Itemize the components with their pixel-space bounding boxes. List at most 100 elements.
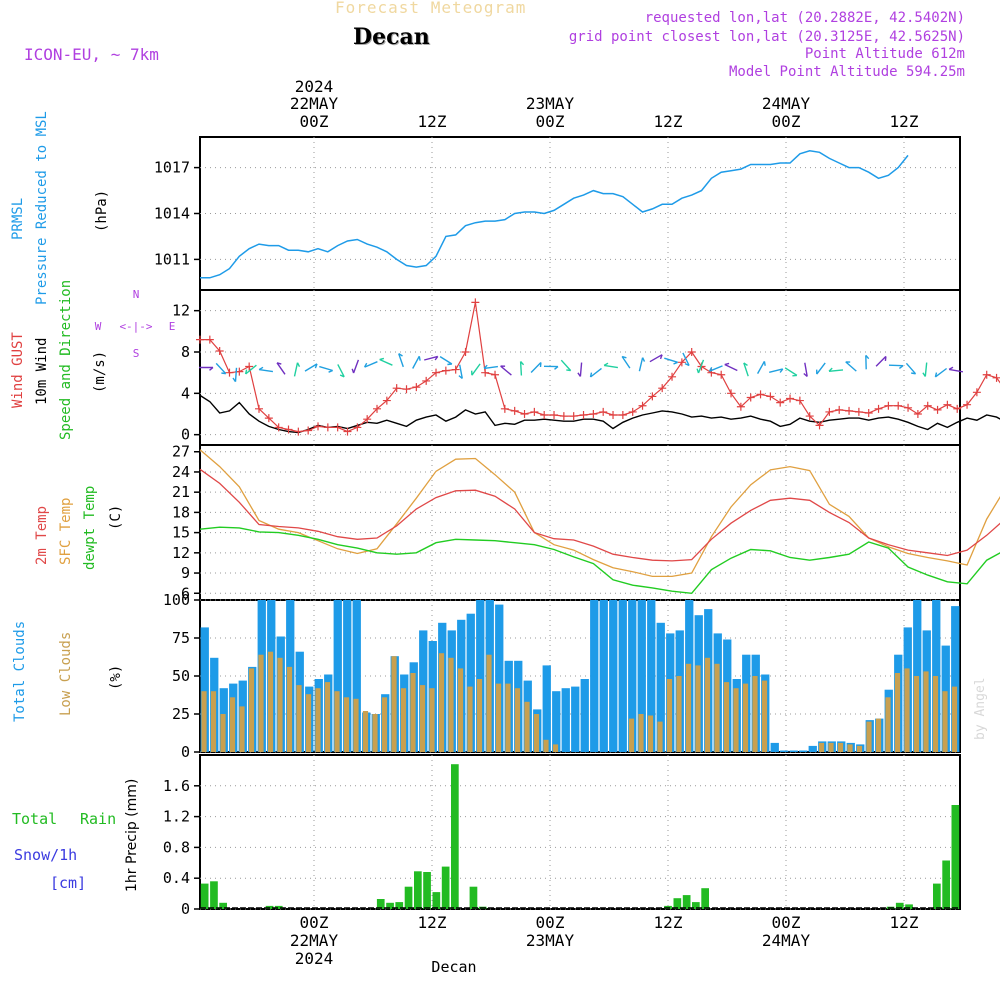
- cloud-low-bar-17: [362, 711, 369, 752]
- cloud-total-bar-79: [951, 606, 960, 752]
- cloud-total-bar-36: [542, 665, 551, 752]
- precip-bar-80: [942, 860, 950, 909]
- precip-bar-21: [395, 902, 404, 909]
- precip-bar-25: [432, 892, 441, 909]
- wind-arrow-39: [784, 367, 798, 377]
- temp-ytick-label-6: 24: [172, 463, 190, 481]
- precip-rain-label: Rain: [80, 810, 116, 828]
- cloud-low-bar-18: [372, 714, 378, 752]
- precip-bar-27: [451, 764, 459, 909]
- wind-gust-marker-47: [658, 384, 667, 393]
- cloud-low-bar-70: [866, 721, 872, 752]
- wind-arrow-3: [244, 364, 257, 375]
- cloud-total-bar-42: [599, 600, 608, 752]
- cloud-low-bar-55: [723, 682, 730, 752]
- cloud-low-bar-6: [258, 654, 264, 752]
- pressure-labels: PRMSL Pressure Reduced to MSL (hPa): [10, 111, 110, 305]
- wind-gust-marker-30: [491, 370, 500, 379]
- precip-bar-76: [905, 904, 913, 909]
- cloud-low-bar-26: [448, 657, 454, 752]
- temp-ytick-label-5: 21: [172, 483, 190, 501]
- pressure-ytick-label-0: 1011: [154, 250, 190, 268]
- wind-gust-marker-61: [795, 396, 804, 405]
- bottom-time-axis: 00Z 22MAY 2024 12Z 00Z 23MAY 12Z 00Z 24M…: [290, 913, 919, 968]
- cloud-low-bar-72: [885, 697, 891, 752]
- precip-bar-0: [200, 883, 209, 909]
- wind-gust-marker-35: [540, 411, 549, 420]
- clouds-ytick-label-3: 75: [172, 629, 190, 647]
- wind-gust-marker-36: [550, 411, 559, 420]
- precip-bar-53: [692, 902, 700, 909]
- wind-arrow-43: [845, 361, 857, 372]
- header-title: Forecast Meteogram: [335, 0, 527, 17]
- pressure-line: [200, 150, 909, 279]
- cloud-low-bar-25: [438, 653, 445, 752]
- cloud-low-bar-69: [856, 745, 863, 752]
- cloud-total-bar-47: [647, 600, 656, 752]
- wind-gust-marker-19: [382, 396, 391, 405]
- wind-gust-marker-13: [323, 423, 332, 432]
- temp-labels: 2m Temp SFC Temp dewpt Temp (C): [34, 486, 124, 570]
- cloud-low-bar-68: [847, 744, 853, 752]
- footer-credit: by Angel: [973, 677, 988, 740]
- cloud-total-bar-60: [770, 742, 779, 752]
- wind-arrow-26: [589, 367, 602, 378]
- wind-gust-marker-76: [943, 400, 952, 409]
- compass-south: S: [133, 347, 140, 360]
- pressure-unit: (hPa): [94, 190, 110, 232]
- precip-bar-52: [682, 895, 691, 909]
- wind-arrow-34: [708, 365, 723, 372]
- cloud-low-bar-46: [638, 714, 644, 752]
- wind-arrow-38: [769, 368, 784, 373]
- precip-bar-20: [386, 902, 394, 909]
- cloud-low-bar-57: [742, 683, 749, 752]
- cloud-low-bar-23: [419, 685, 426, 752]
- cloud-total-bar-63: [799, 750, 808, 752]
- wind-gust-marker-63: [815, 421, 824, 430]
- wind-gust-marker-43: [618, 411, 627, 420]
- wind-gust-marker-80: [982, 370, 991, 379]
- top-time-axis: 2024 22MAY 00Z 12Z 23MAY 00Z 12Z 24MAY 0…: [290, 77, 919, 131]
- wind-arrow-37: [756, 361, 766, 374]
- compass-arrow: <-|->: [119, 320, 152, 333]
- wind-gust-marker-37: [559, 412, 568, 421]
- cloud-low-bar-50: [676, 676, 682, 752]
- cloud-low-bar-31: [495, 683, 502, 752]
- wind-arrow-44: [865, 354, 870, 370]
- precip-bar-81: [951, 805, 960, 909]
- wind-gust-marker-45: [638, 401, 647, 410]
- header-model-altitude: Model Point Altitude 594.25m: [728, 64, 965, 80]
- clouds-low-label: Low Clouds: [58, 632, 74, 716]
- cloud-low-bar-53: [704, 657, 711, 752]
- cloud-total-bar-39: [571, 686, 580, 752]
- wind-gust-marker-5: [245, 362, 254, 371]
- cloud-low-bar-13: [324, 682, 331, 752]
- top-z12-label-2: 12Z: [654, 112, 683, 131]
- cloud-low-bar-47: [647, 715, 654, 752]
- wind-arrow-20: [500, 365, 512, 376]
- cloud-total-bar-41: [590, 600, 599, 752]
- wind-gust-marker-39: [579, 411, 588, 420]
- wind-gust-marker-75: [933, 405, 942, 414]
- wind-arrow-42: [828, 367, 844, 372]
- cloud-low-bar-56: [733, 688, 739, 752]
- wind-gust-marker-48: [668, 372, 677, 381]
- bottom-year-label: 2024: [295, 949, 334, 968]
- wind-arrow-19: [483, 364, 498, 370]
- precip-bar-29: [469, 886, 478, 909]
- clouds-ytick-label-0: 0: [181, 743, 190, 761]
- wind-10m-label: 10m Wind: [34, 338, 50, 405]
- cloud-total-bar-40: [580, 679, 589, 752]
- cloud-total-bar-15: [343, 600, 352, 752]
- cloud-low-bar-34: [524, 701, 530, 752]
- cloud-total-bar-28: [466, 613, 475, 752]
- header-model: ICON-EU, ~ 7km: [24, 45, 159, 64]
- cloud-low-bar-19: [381, 697, 388, 752]
- temp-sfc-label: SFC Temp: [58, 498, 74, 565]
- bottom-z00-label-1: 00Z: [300, 913, 329, 932]
- wind-gust-marker-32: [510, 406, 519, 415]
- wind-arrow-27: [603, 362, 619, 369]
- cloud-low-bar-14: [334, 691, 340, 752]
- wind-arrow-21: [519, 361, 525, 376]
- compass-east: E: [169, 320, 176, 333]
